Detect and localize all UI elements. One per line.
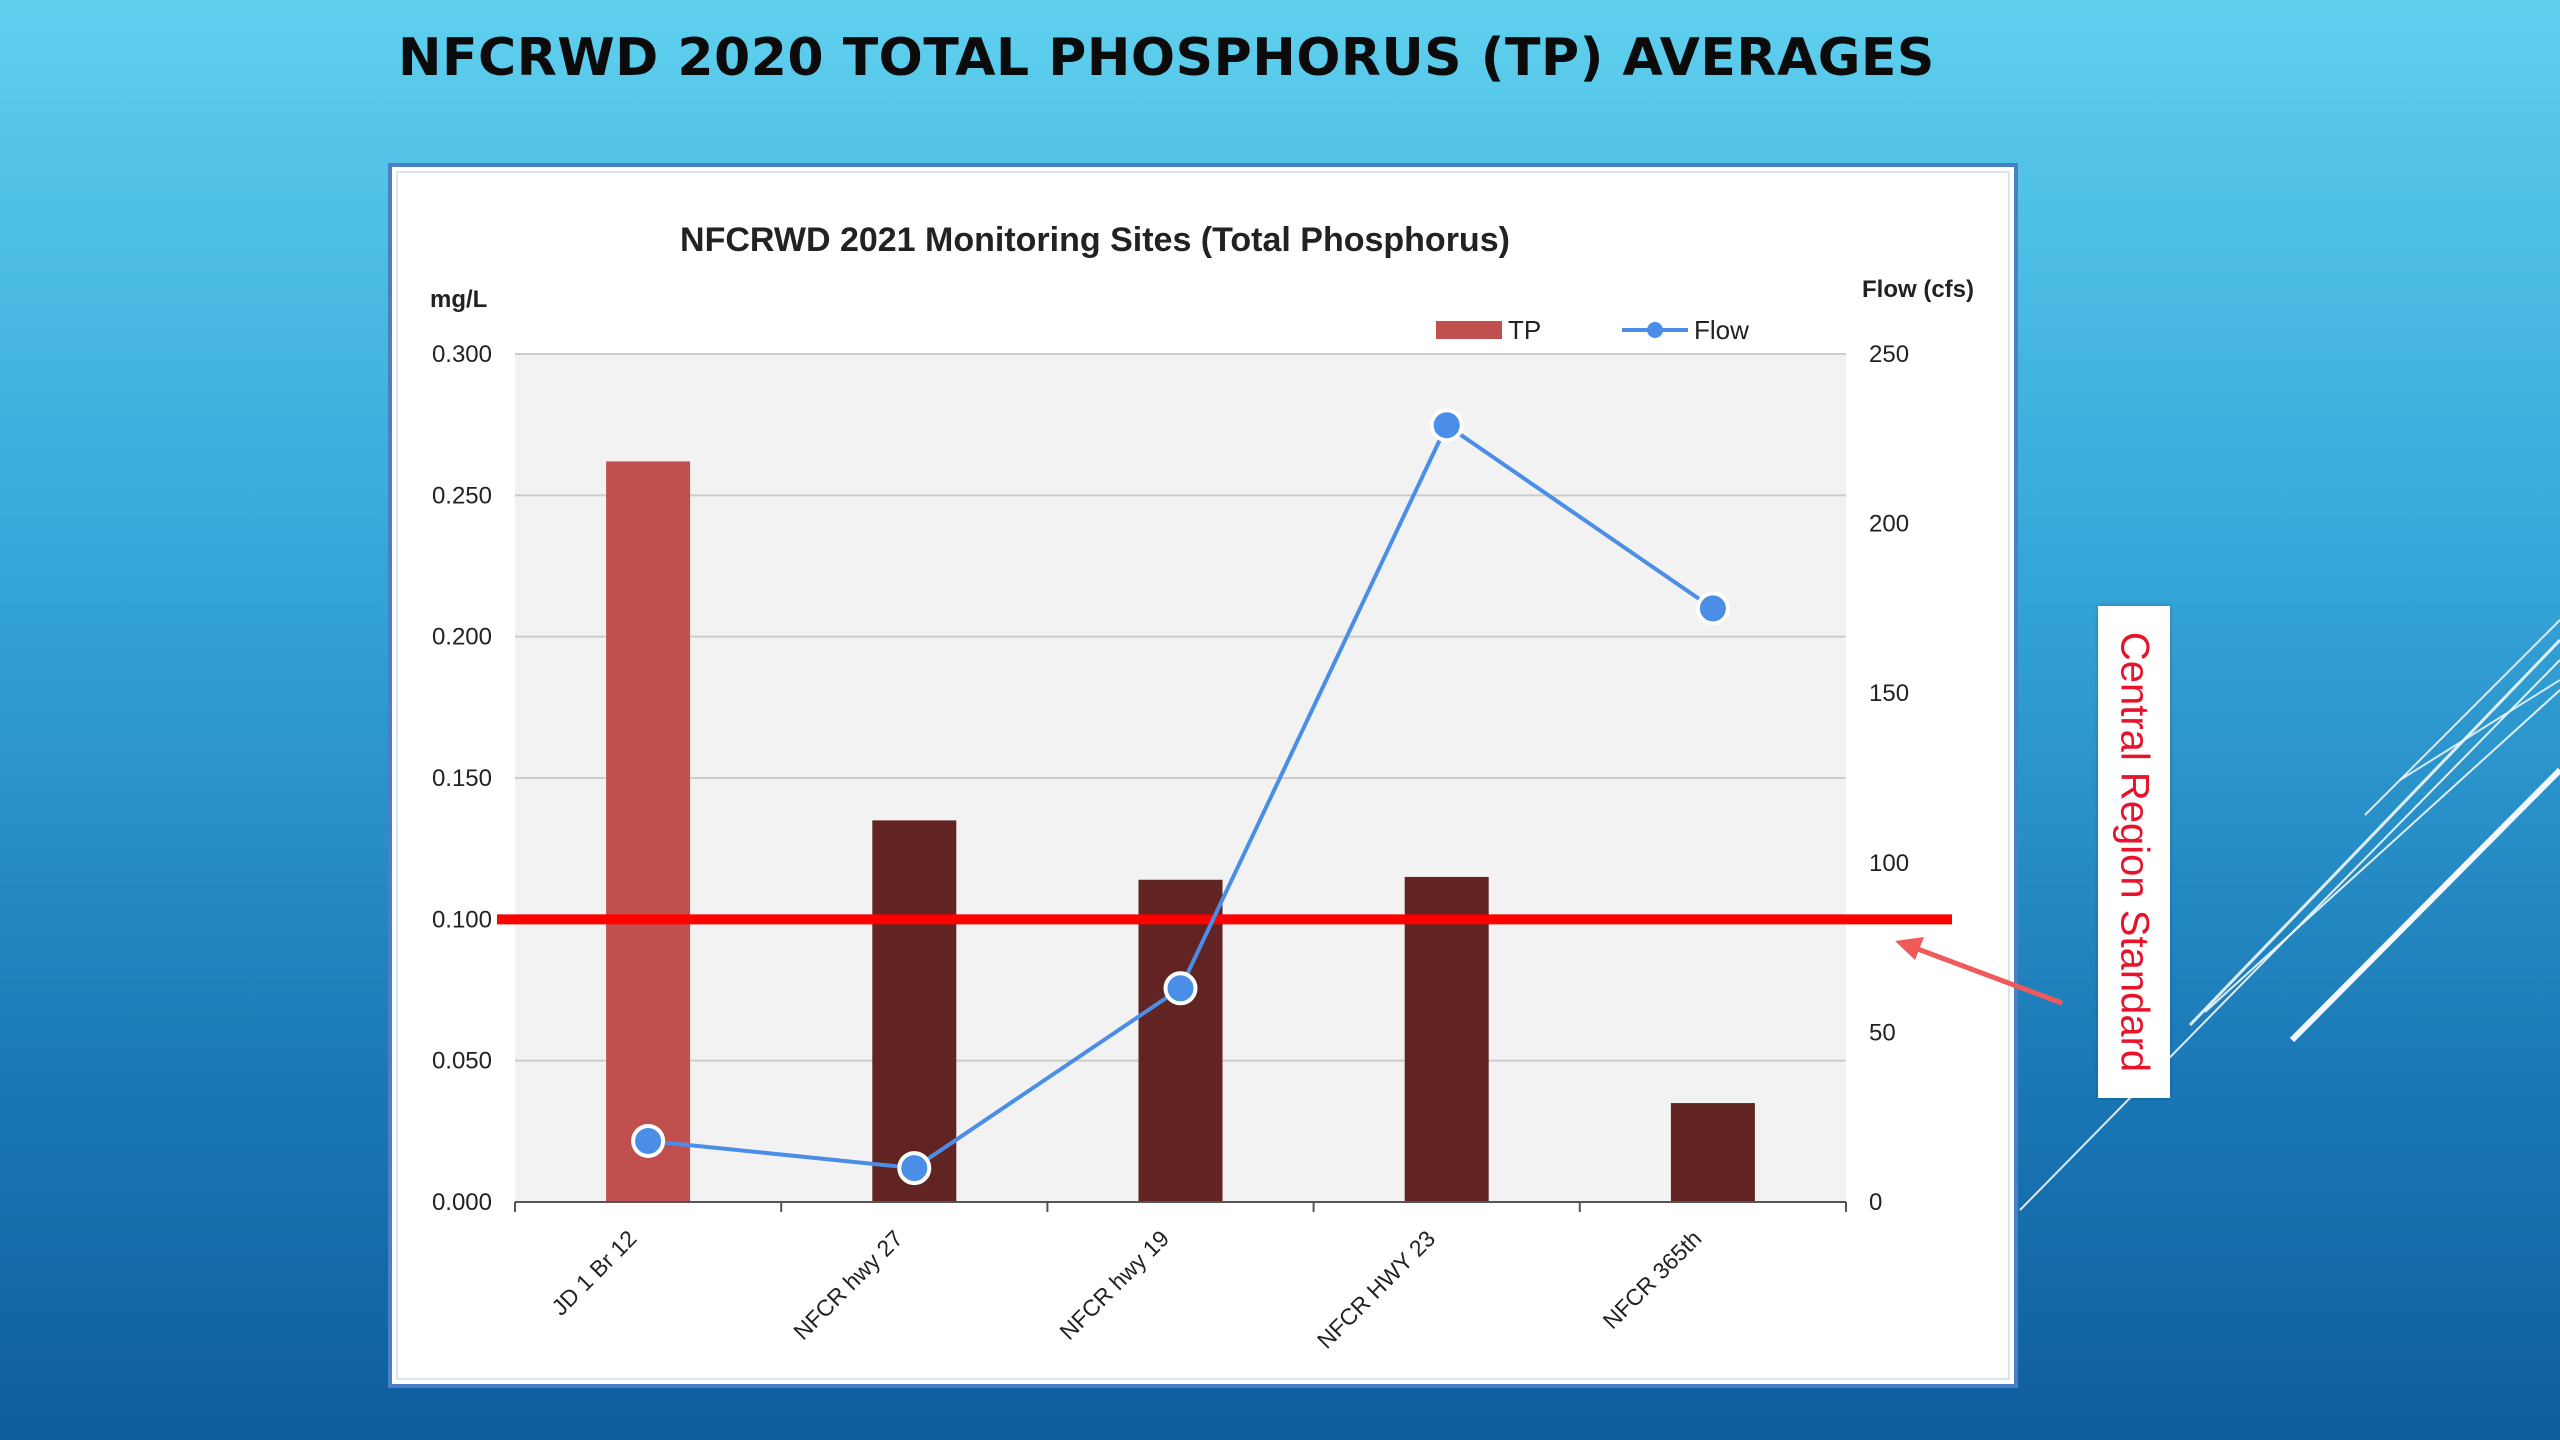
left-axis-tick-label: 0.250 [432, 482, 492, 509]
left-axis-tick-label: 0.150 [432, 765, 492, 792]
category-label: NFCR HWY 23 [1312, 1225, 1440, 1353]
category-label: JD 1 Br 12 [546, 1225, 641, 1320]
standard-callout-label: Central Region Standard [2112, 631, 2157, 1073]
flow-point [1429, 408, 1464, 443]
right-axis-tick-label: 250 [1869, 341, 1909, 368]
tp-bar [1670, 1103, 1755, 1202]
tp-bar [872, 820, 957, 1202]
right-axis-tick-label: 50 [1869, 1019, 1896, 1046]
chart: 0.000 0.050 0.100 0.150 0.200 0.250 0.300 0 50 10… [430, 221, 1974, 1353]
legend-swatch-tp [1436, 321, 1502, 339]
category-label: NFCR 365th [1598, 1225, 1707, 1334]
left-axis-label: mg/L [430, 286, 487, 313]
right-axis-tick-label: 100 [1869, 850, 1909, 877]
legend-label-tp: TP [1508, 315, 1541, 345]
left-axis-tick-label: 0.300 [432, 341, 492, 368]
deco-line [2204, 689, 2560, 1013]
legend-label-flow: Flow [1694, 315, 1749, 345]
legend-swatch-flow-marker [1647, 322, 1663, 338]
flow-point [631, 1123, 666, 1158]
deco-line [2188, 638, 2560, 1027]
chart-frame: 0.000 0.050 0.100 0.150 0.200 0.250 0.300 0 50 10… [388, 163, 2018, 1388]
tp-bar [1404, 876, 1489, 1202]
deco-line [2364, 619, 2560, 816]
left-axis-tick-label: 0.000 [432, 1189, 492, 1216]
right-axis-label: Flow (cfs) [1862, 276, 1974, 303]
standard-callout: Central Region Standard [2098, 606, 2170, 1098]
right-axis-tick-label: 0 [1869, 1189, 1882, 1216]
right-axis-tick-label: 150 [1869, 680, 1909, 707]
left-axis-tick-label: 0.100 [432, 906, 492, 933]
flow-point [897, 1151, 932, 1186]
category-label: NFCR hwy 27 [788, 1225, 908, 1345]
right-axis-tick-label: 200 [1869, 511, 1909, 538]
deco-line [2289, 767, 2560, 1043]
chart-title: NFCRWD 2021 Monitoring Sites (Total Phos… [680, 221, 1510, 259]
left-axis-tick-label: 0.200 [432, 624, 492, 651]
category-label: NFCR hwy 19 [1054, 1225, 1174, 1345]
slide-title: NFCRWD 2020 TOTAL PHOSPHORUS (TP) AVERAG… [398, 28, 1935, 88]
deco-line [2399, 679, 2560, 781]
tp-bar [606, 461, 691, 1202]
flow-point [1695, 591, 1730, 626]
left-axis-tick-label: 0.050 [432, 1048, 492, 1075]
flow-point [1163, 971, 1198, 1006]
